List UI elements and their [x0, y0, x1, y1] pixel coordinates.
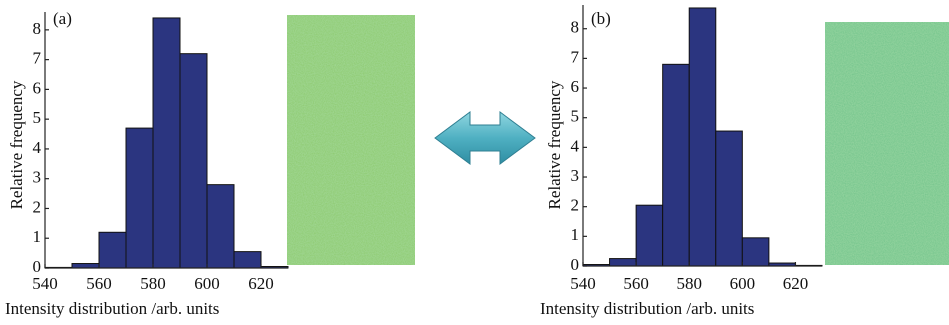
- y-tick-label: 4: [571, 136, 580, 155]
- bar: [636, 205, 663, 266]
- y-tick-label: 7: [571, 47, 580, 66]
- bar: [126, 128, 153, 268]
- x-tick-label: 620: [248, 274, 274, 293]
- y-tick-label: 6: [571, 77, 580, 96]
- y-tick-label: 7: [33, 49, 42, 68]
- y-tick-label: 0: [571, 255, 580, 274]
- bar: [716, 131, 743, 266]
- x-tick-label: 560: [623, 274, 649, 293]
- y-tick-label: 8: [571, 18, 580, 37]
- panel-label: (a): [53, 9, 72, 28]
- y-tick-label: 4: [33, 138, 42, 157]
- y-axis-label: Relative frequency: [545, 80, 564, 209]
- bar: [742, 238, 769, 266]
- bar: [663, 64, 690, 266]
- y-axis-label: Relative frequency: [7, 80, 26, 209]
- bar: [99, 232, 126, 268]
- figure: 0 1 2 3 4 5 6 7 8 540 560 580 600 620 (a) Intensity dis…: [0, 0, 949, 325]
- y-tick-label: 5: [33, 108, 42, 127]
- y-tick-label: 1: [33, 227, 42, 246]
- y-tick-label: 8: [33, 19, 42, 38]
- x-tick-label: 580: [676, 274, 702, 293]
- bar: [207, 185, 234, 268]
- bar: [689, 8, 716, 266]
- y-tick-label: 5: [571, 107, 580, 126]
- y-tick-label: 3: [571, 166, 580, 185]
- y-tick-label: 2: [33, 197, 42, 216]
- x-tick-label: 540: [32, 274, 58, 293]
- bar: [72, 264, 99, 268]
- bar: [234, 252, 261, 268]
- bar: [610, 259, 637, 266]
- y-tick-label: 1: [571, 225, 580, 244]
- x-tick-label: 620: [783, 274, 809, 293]
- x-axis-label: Intensity distribution /arb. units: [540, 299, 754, 318]
- x-tick-label: 580: [140, 274, 166, 293]
- panel-label: (b): [591, 9, 611, 28]
- double-arrow: [435, 112, 535, 164]
- x-tick-label: 540: [570, 274, 596, 293]
- y-tick-label: 6: [33, 78, 42, 97]
- x-tick-label: 560: [86, 274, 112, 293]
- speckle-image: [287, 15, 415, 265]
- x-tick-label: 600: [730, 274, 756, 293]
- bar: [153, 18, 180, 268]
- y-tick-label: 3: [33, 168, 42, 187]
- speckle-image: [825, 22, 949, 265]
- x-axis-label: Intensity distribution /arb. units: [5, 299, 219, 318]
- x-tick-label: 600: [194, 274, 220, 293]
- y-tick-label: 2: [571, 196, 580, 215]
- bar: [180, 54, 207, 268]
